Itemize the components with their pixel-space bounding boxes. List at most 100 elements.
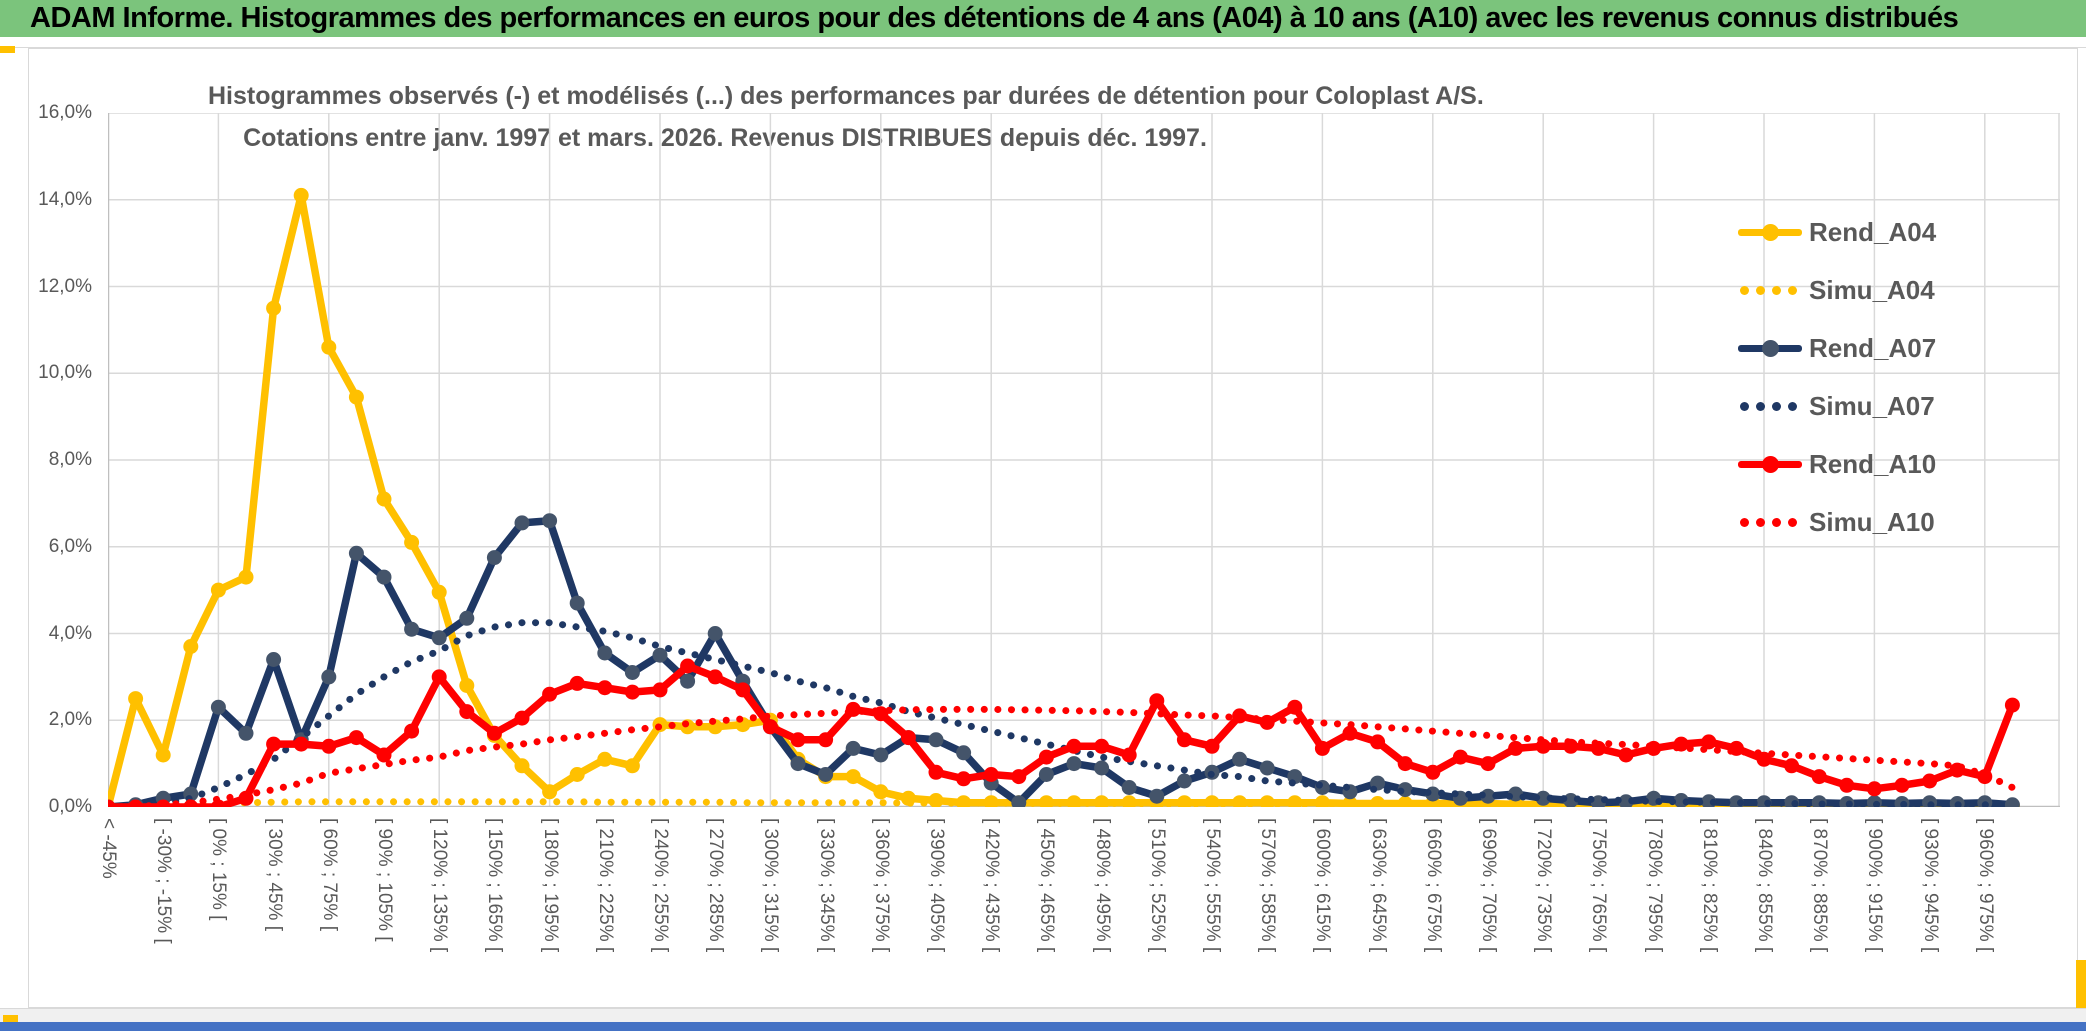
marker-Rend_A10 <box>1425 764 1441 780</box>
x-tick-label: [ 630% ; 645% [ <box>1368 818 1389 953</box>
marker-Rend_A10 <box>762 719 778 735</box>
dotted-line-swatch-icon <box>1738 505 1802 539</box>
x-tick-label: [ 30% ; 45% [ <box>264 818 285 932</box>
marker-Rend_A04 <box>183 639 199 654</box>
x-tick-label: [ 360% ; 375% [ <box>871 818 892 953</box>
y-tick-label: 12,0% <box>38 276 92 297</box>
solid-line-swatch-icon <box>1738 447 1802 481</box>
marker-Rend_A04 <box>376 491 392 507</box>
x-tick-label: [ 210% ; 225% [ <box>595 818 616 953</box>
x-tick-label: [ 750% ; 765% [ <box>1588 818 1609 953</box>
marker-Rend_A10 <box>1811 769 1827 785</box>
x-tick-label: [ 450% ; 465% [ <box>1036 818 1057 953</box>
marker-Rend_A10 <box>790 732 806 748</box>
legend-entry-Simu_A04[interactable]: Simu_A04 <box>1738 273 1998 307</box>
legend-entry-Simu_A10[interactable]: Simu_A10 <box>1738 505 1998 539</box>
plot-area[interactable] <box>108 113 2060 807</box>
marker-Rend_A10 <box>293 736 309 752</box>
marker-Rend_A10 <box>266 736 282 752</box>
x-tick-label: [ 660% ; 675% [ <box>1423 818 1444 953</box>
series-Rend_A10 <box>108 662 2017 807</box>
x-tick-label: [ 480% ; 495% [ <box>1092 818 1113 953</box>
gold-corner-accent-bottom-left <box>3 1015 18 1022</box>
legend-label: Rend_A07 <box>1809 332 1937 363</box>
marker-Rend_A10 <box>928 764 944 780</box>
marker-Rend_A07 <box>680 673 696 689</box>
marker-Rend_A07 <box>818 767 834 782</box>
x-tick-label: [ 180% ; 195% [ <box>540 818 561 953</box>
marker-Rend_A04 <box>238 569 254 585</box>
marker-Rend_A04 <box>569 767 585 782</box>
marker-Rend_A10 <box>956 771 972 787</box>
marker-Rend_A07 <box>542 513 558 529</box>
marker-Rend_A04 <box>321 339 337 355</box>
x-tick-label: [ 0% ; 15% [ <box>208 818 229 921</box>
marker-Rend_A10 <box>900 730 916 746</box>
y-tick-label: 10,0% <box>38 362 92 383</box>
x-tick-label: [ 900% ; 915% [ <box>1864 818 1885 953</box>
marker-Rend_A07 <box>404 621 420 637</box>
marker-Rend_A07 <box>707 626 723 641</box>
x-tick-label: [ 420% ; 435% [ <box>981 818 1002 953</box>
marker-Rend_A04 <box>293 187 309 203</box>
x-tick-label: [ 390% ; 405% [ <box>926 818 947 953</box>
legend-entry-Rend_A07[interactable]: Rend_A07 <box>1738 331 1998 365</box>
marker-Rend_A07 <box>928 732 944 748</box>
x-tick-label: [ 510% ; 525% [ <box>1147 818 1168 953</box>
marker-Rend_A10 <box>1314 740 1330 756</box>
legend-entry-Simu_A07[interactable]: Simu_A07 <box>1738 389 1998 423</box>
marker-Rend_A04 <box>542 784 558 800</box>
marker-Rend_A07 <box>873 747 889 763</box>
marker-Rend_A10 <box>486 725 502 741</box>
marker-Rend_A04 <box>459 678 475 693</box>
marker-Rend_A07 <box>1535 790 1551 806</box>
x-tick-label: [ 300% ; 315% [ <box>760 818 781 953</box>
marker-Rend_A04 <box>845 769 861 785</box>
marker-Rend_A07 <box>1259 760 1275 776</box>
x-tick-label: [ 690% ; 705% [ <box>1478 818 1499 953</box>
series-Simu_A07 <box>108 619 2016 807</box>
marker-Rend_A07 <box>652 647 668 663</box>
marker-Rend_A10 <box>1397 756 1413 772</box>
legend-label: Simu_A07 <box>1809 390 1935 421</box>
x-tick-label: [ 120% ; 135% [ <box>429 818 450 953</box>
marker-Rend_A07 <box>376 569 392 585</box>
marker-Rend_A07 <box>956 745 972 761</box>
marker-Rend_A04 <box>597 751 613 767</box>
marker-Rend_A07 <box>348 545 364 561</box>
marker-Rend_A10 <box>404 723 420 739</box>
chart-frame[interactable] <box>28 48 2078 1008</box>
legend-label: Simu_A04 <box>1809 274 1935 305</box>
legend-entry-Rend_A04[interactable]: Rend_A04 <box>1738 215 1998 249</box>
legend-entry-Rend_A10[interactable]: Rend_A10 <box>1738 447 1998 481</box>
marker-Rend_A10 <box>1204 738 1220 754</box>
marker-Rend_A07 <box>1563 793 1579 807</box>
marker-Rend_A10 <box>348 730 364 746</box>
marker-Rend_A07 <box>790 756 806 772</box>
dotted-line-swatch-icon <box>1738 389 1802 423</box>
marker-Rend_A04 <box>404 534 420 550</box>
marker-Rend_A07 <box>597 645 613 661</box>
bottom-scroll-strip[interactable] <box>0 1008 2086 1022</box>
marker-Rend_A10 <box>321 738 337 754</box>
marker-Rend_A07 <box>624 665 640 680</box>
legend-label: Rend_A04 <box>1809 216 1937 247</box>
marker-Rend_A04 <box>210 582 226 598</box>
x-tick-label: [ 930% ; 945% [ <box>1920 818 1941 953</box>
marker-Rend_A10 <box>1149 693 1165 709</box>
marker-Rend_A07 <box>845 740 861 756</box>
marker-Rend_A10 <box>652 682 668 698</box>
marker-Rend_A10 <box>1508 740 1524 756</box>
series-Simu_A04 <box>108 798 2016 807</box>
marker-Rend_A10 <box>514 710 530 726</box>
marker-Rend_A07 <box>486 550 502 566</box>
marker-Rend_A07 <box>1094 760 1110 776</box>
series-Simu_A10 <box>108 705 2016 807</box>
legend-label: Simu_A10 <box>1809 506 1935 537</box>
marker-Rend_A10 <box>459 704 475 720</box>
x-tick-label: [ 60% ; 75% [ <box>319 818 340 932</box>
marker-Rend_A10 <box>1342 725 1358 741</box>
sheet-title-text: ADAM Informe. Histogrammes des performan… <box>30 2 1959 34</box>
x-tick-label: [ 600% ; 615% [ <box>1312 818 1333 953</box>
marker-Rend_A10 <box>1784 758 1800 774</box>
